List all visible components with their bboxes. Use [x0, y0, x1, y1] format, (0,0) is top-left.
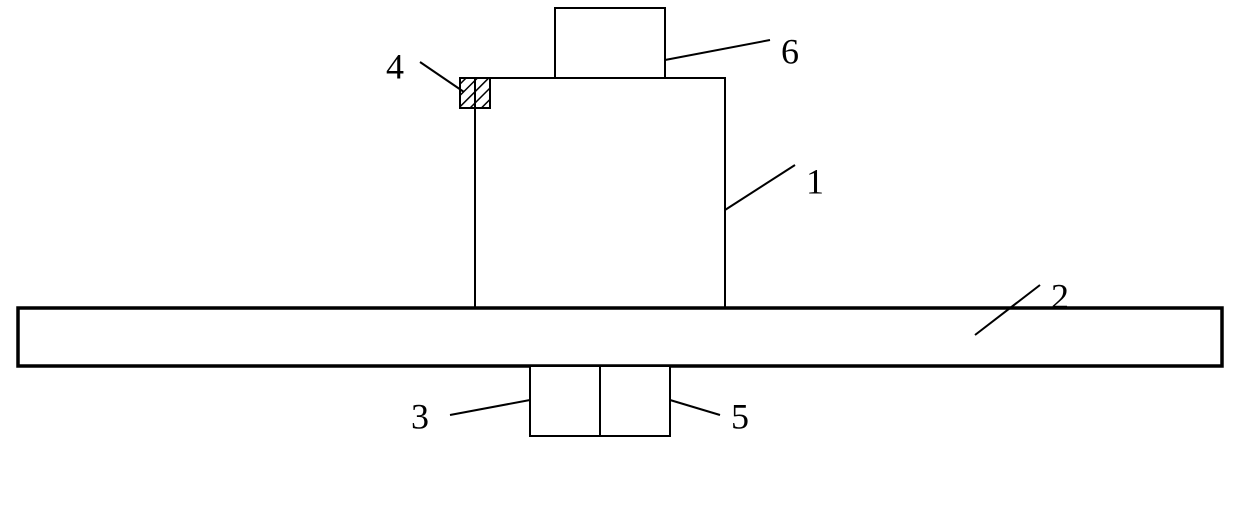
label-6: 6 — [781, 31, 799, 71]
label-1: 1 — [806, 161, 824, 201]
label-3: 3 — [411, 396, 429, 436]
horizontal-bar — [18, 308, 1222, 366]
label-5: 5 — [731, 396, 749, 436]
leader-line-3 — [450, 400, 530, 415]
leader-line-1 — [725, 165, 795, 210]
leader-line-5 — [670, 400, 720, 415]
leader-line-6 — [665, 40, 770, 60]
main-box — [475, 78, 725, 308]
label-4: 4 — [386, 46, 404, 86]
label-2: 2 — [1051, 276, 1069, 316]
top-small-box — [555, 8, 665, 78]
hatched-box — [460, 78, 490, 108]
leader-line-4 — [420, 62, 464, 92]
